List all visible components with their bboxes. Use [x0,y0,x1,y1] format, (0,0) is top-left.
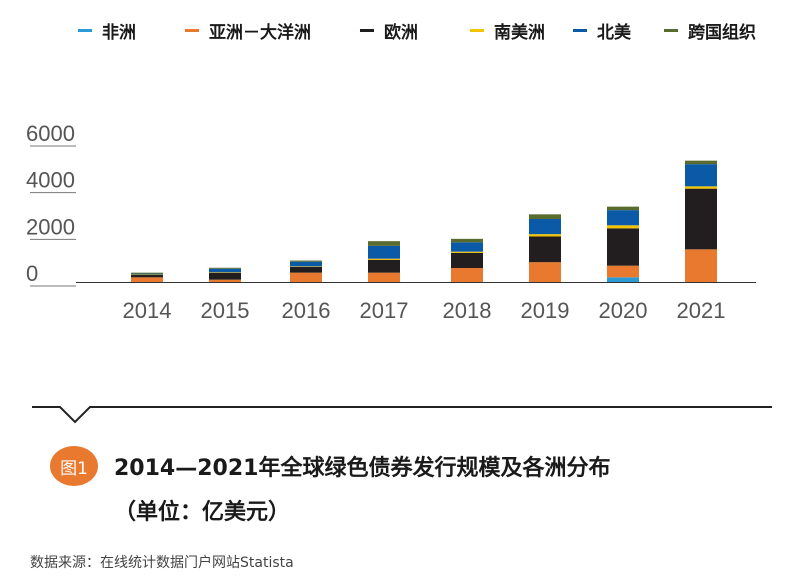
legend-label: 亚洲－大洋洲 [209,23,311,43]
stacked-bar-chart: 0 2000 4000 6000 2014 2015 2016 2017 2018 2019 202… [26,121,756,320]
bar-stack-2015 [209,267,241,282]
y-tick-label: 2000 [26,214,75,239]
bar-segment [451,251,483,253]
bar-segment [209,267,241,269]
bar-segment [451,242,483,252]
bar-segment [368,259,400,273]
bar-segment [685,164,717,187]
bar-stack-2017 [368,241,400,282]
legend-swatch [573,29,587,32]
legend-item-0: 非洲 [78,18,136,43]
bar-segment [529,214,561,219]
bar-segment [131,274,163,276]
bar-segment [209,272,241,280]
legend-item-3: 南美洲 [470,18,545,43]
legend-swatch [78,29,92,32]
caption-divider [32,406,772,424]
bar-segment [685,249,717,282]
bar-segment [451,252,483,268]
legend-item-5: 跨国组织 [664,18,756,43]
bar-segment [290,260,322,262]
x-tick-label: 2016 [282,298,331,320]
bar-segment [607,206,639,211]
x-tick-label: 2018 [443,298,492,320]
bar-segment [529,234,561,237]
legend-swatch [470,29,484,32]
legend-item-4: 北美 [573,18,631,43]
legend-item-1: 亚洲－大洋洲 [185,18,311,43]
bar-segment [290,272,322,282]
bar-segment [451,268,483,282]
bar-segment [368,241,400,246]
bar-stack-2021 [685,160,717,282]
legend-label: 南美洲 [494,23,545,43]
bar-segment [368,245,400,259]
legend-label: 欧洲 [384,23,418,43]
figure-caption-title: 2014—2021年全球绿色债券发行规模及各洲分布 [114,456,611,481]
legend-label: 非洲 [102,23,136,43]
bar-segment [529,262,561,282]
x-tick-label: 2015 [201,298,250,320]
bar-segment [529,236,561,263]
y-tick-label: 0 [26,261,38,286]
legend-label: 北美 [597,23,631,43]
bar-segment [131,277,163,282]
figure-caption-unit: （单位：亿美元） [114,500,291,525]
legend-item-2: 欧洲 [360,18,418,43]
x-tick-label: 2014 [123,298,172,320]
bar-segment [607,265,639,278]
x-tick-label: 2021 [677,298,726,320]
bar-stack-2020 [607,206,639,282]
y-tick-label: 4000 [26,168,75,193]
x-tick-label: 2017 [360,298,409,320]
bar-segment [209,268,241,273]
legend-swatch [664,29,678,32]
bar-segment [529,219,561,235]
y-tick-label: 6000 [26,121,75,146]
bar-segment [290,261,322,267]
bar-segment [607,225,639,229]
bar-segment [685,160,717,165]
bar-segment [209,272,241,273]
bar-stack-2016 [290,260,322,282]
bar-segment [685,188,717,250]
chart-legend: 非洲 亚洲－大洋洲 欧洲 南美洲 北美 跨国组织 [0,18,796,44]
bar-segment [451,238,483,243]
bar-segment [290,266,322,267]
x-tick-label: 2019 [521,298,570,320]
bar-segment [607,277,639,282]
bar-segment [131,272,163,274]
legend-label: 跨国组织 [688,23,756,43]
bar-segment [685,186,717,189]
bar-segment [368,272,400,282]
bar-segment [290,266,322,273]
legend-swatch [185,29,199,32]
legend-swatch [360,29,374,32]
data-source-note: 数据来源：在线统计数据门户网站Statista [30,555,294,571]
bar-stack-2019 [529,214,561,282]
bar-segment [209,279,241,282]
bar-segment [368,258,400,260]
bar-stack-2018 [451,238,483,282]
bar-segment [607,228,639,266]
figure-number-badge: 图1 [50,446,98,486]
bar-segment [131,275,163,278]
bar-segment [607,210,639,226]
bar-stack-2014 [131,272,163,282]
bar-segment [131,273,163,275]
x-tick-label: 2020 [599,298,648,320]
